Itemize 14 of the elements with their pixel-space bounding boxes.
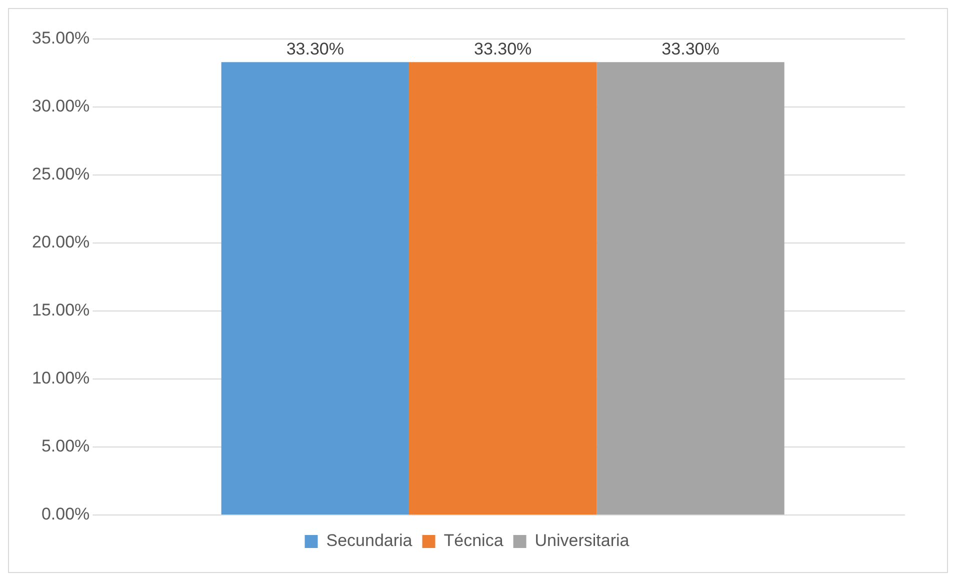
y-tick-label: 10.00% bbox=[32, 368, 90, 388]
data-label: 33.30% bbox=[474, 39, 532, 58]
y-tick-label: 20.00% bbox=[32, 232, 90, 252]
y-tick-label: 15.00% bbox=[32, 300, 90, 320]
data-label: 33.30% bbox=[286, 39, 344, 58]
y-tick-label: 25.00% bbox=[32, 164, 90, 184]
legend-label: Universitaria bbox=[534, 531, 630, 550]
data-label: 33.30% bbox=[662, 39, 720, 58]
y-tick-label: 0.00% bbox=[41, 504, 90, 524]
y-tick-label: 5.00% bbox=[41, 436, 90, 456]
legend-label: Técnica bbox=[444, 531, 504, 550]
legend-label: Secundaria bbox=[326, 531, 413, 550]
y-tick-label: 30.00% bbox=[32, 96, 90, 116]
y-tick-label: 35.00% bbox=[32, 28, 90, 48]
